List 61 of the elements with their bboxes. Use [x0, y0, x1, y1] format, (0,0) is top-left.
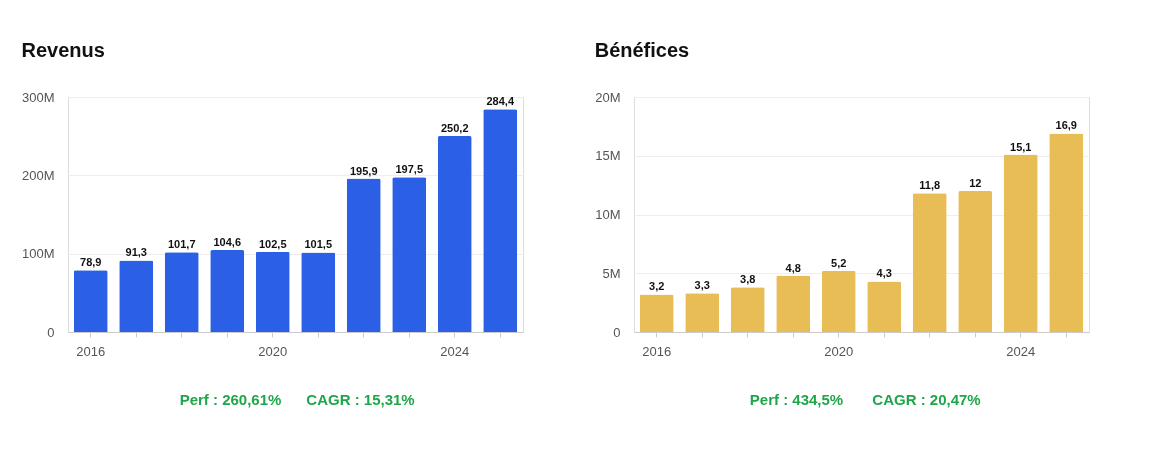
x-tick-label: 2020	[258, 343, 288, 359]
data-label: 3,3	[694, 279, 710, 292]
data-label: 11,8	[919, 179, 941, 192]
data-label: 12	[969, 177, 982, 189]
bar	[730, 287, 765, 332]
data-label: 284,4	[486, 95, 515, 108]
y-tick-label: 15M	[595, 148, 621, 164]
y-tick-label: 100M	[21, 246, 55, 262]
bar	[958, 191, 993, 332]
bar	[210, 250, 245, 332]
data-label: 91,3	[125, 246, 147, 259]
data-label: 101,7	[167, 238, 196, 251]
text: CAGR : 15,31%	[306, 391, 415, 408]
bar	[821, 270, 856, 332]
data-label: 5,2	[831, 256, 847, 269]
data-label: 197,5	[395, 163, 424, 176]
bar	[1003, 154, 1038, 332]
bar	[301, 252, 336, 332]
bar	[73, 270, 108, 332]
y-tick-label: 0	[47, 324, 55, 340]
chart-title: Bénéfices	[594, 39, 690, 61]
y-tick-label: 5M	[602, 265, 621, 281]
data-label: 250,2	[440, 122, 469, 135]
bar	[639, 294, 674, 332]
text: Perf : 434,5%	[749, 391, 844, 408]
data-label: 3,2	[649, 280, 665, 293]
y-tick-label: 300M	[21, 89, 55, 105]
bar	[437, 136, 472, 332]
bar	[255, 251, 290, 332]
data-label: 104,6	[213, 236, 242, 249]
bar	[119, 260, 154, 332]
x-tick-label: 2024	[1006, 343, 1036, 359]
y-tick-label: 200M	[21, 167, 55, 183]
data-label: 4,3	[876, 267, 892, 280]
bar	[867, 281, 902, 332]
y-tick-label: 20M	[595, 89, 621, 105]
x-tick-label: 2016	[76, 343, 106, 359]
x-tick-label: 2020	[824, 343, 854, 359]
data-label: 195,9	[349, 164, 378, 177]
bar	[776, 275, 811, 332]
y-tick-label: 10M	[595, 207, 621, 222]
data-label: 16,9	[1055, 119, 1077, 132]
x-tick-label: 2024	[440, 343, 470, 359]
data-label: 3,8	[740, 273, 756, 286]
bar	[685, 293, 720, 332]
text: Perf : 260,61%	[179, 391, 282, 408]
data-label: 4,8	[785, 261, 801, 274]
data-label: 78,9	[80, 256, 102, 269]
data-label: 102,5	[258, 237, 287, 250]
bar	[346, 178, 381, 332]
bar	[912, 193, 947, 332]
y-tick-label: 0	[613, 324, 621, 340]
bar	[1049, 133, 1084, 332]
bar	[483, 109, 518, 332]
text: CAGR : 20,47%	[872, 391, 981, 408]
x-tick-label: 2016	[642, 343, 672, 359]
chart-title: Revenus	[21, 39, 105, 61]
data-label: 101,5	[304, 238, 333, 251]
bar	[392, 177, 427, 332]
bar	[164, 252, 199, 332]
data-label: 15,1	[1010, 140, 1032, 153]
